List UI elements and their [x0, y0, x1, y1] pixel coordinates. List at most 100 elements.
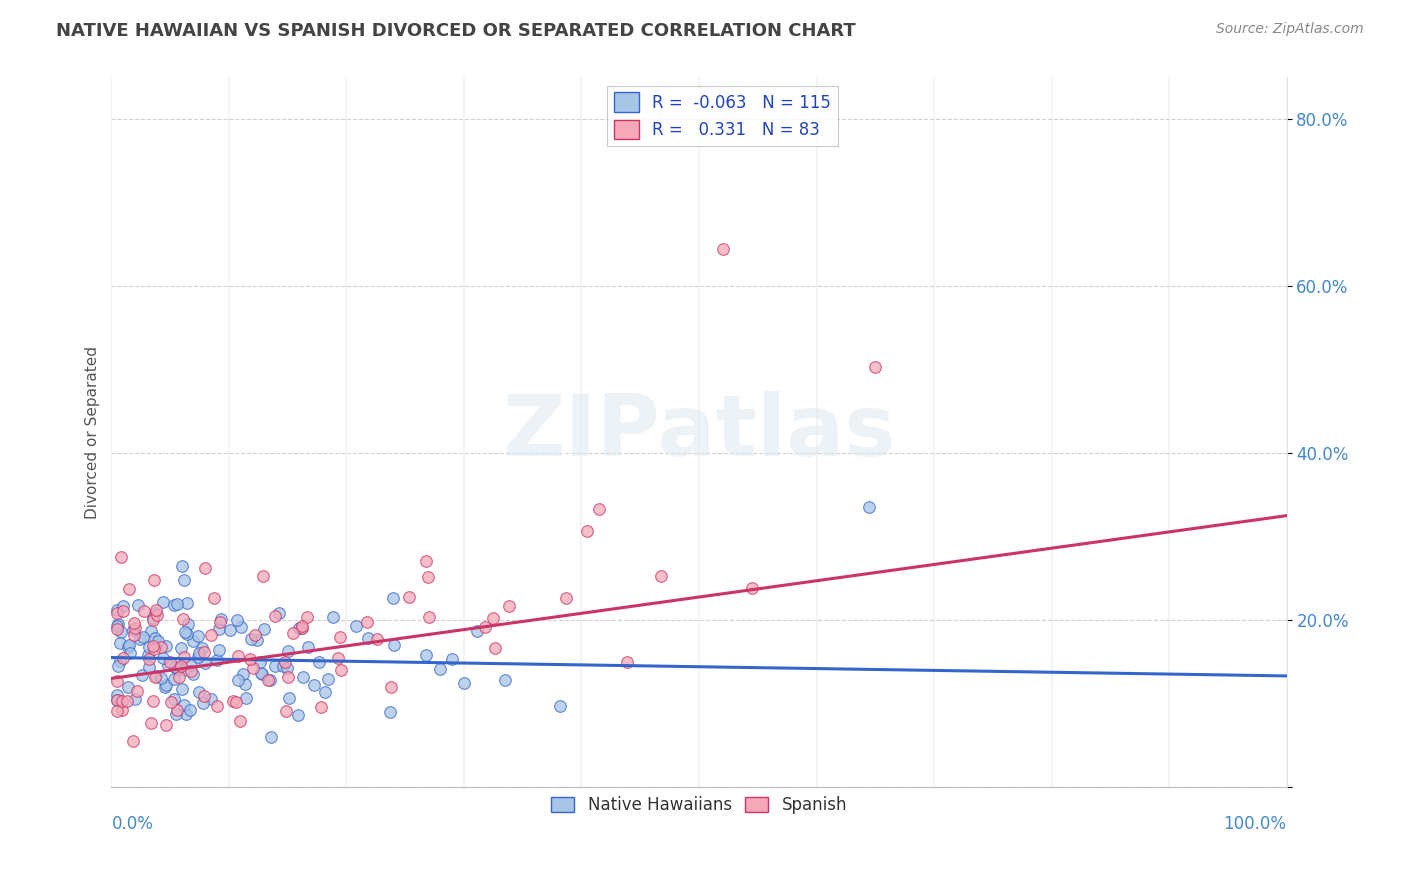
Point [259, 730, 281, 744]
Point [187, 649, 209, 664]
Point [167, 661, 190, 675]
Point [865, 360, 887, 375]
Point [222, 694, 245, 708]
Point [415, 648, 437, 662]
Point [329, 630, 352, 644]
Point [172, 559, 194, 574]
Point [155, 678, 177, 692]
Point [143, 573, 166, 587]
Point [484, 641, 506, 656]
Point [235, 691, 257, 706]
Point [291, 670, 314, 684]
Point [118, 582, 141, 597]
Point [291, 619, 314, 633]
Point [209, 615, 232, 630]
Point [650, 569, 672, 583]
Point [152, 651, 174, 665]
Point [277, 670, 299, 684]
Point [193, 690, 215, 704]
Point [498, 599, 520, 614]
Point [132, 630, 155, 644]
Point [366, 632, 388, 646]
Point [153, 681, 176, 695]
Point [276, 661, 298, 675]
Point [142, 611, 165, 625]
Point [170, 640, 193, 655]
Point [226, 649, 249, 664]
Point [711, 242, 734, 256]
Point [295, 610, 318, 624]
Point [253, 622, 276, 636]
Point [139, 715, 162, 730]
Point [482, 611, 505, 625]
Point [252, 569, 274, 583]
Point [249, 655, 271, 669]
Point [172, 612, 194, 626]
Point [356, 615, 378, 629]
Point [429, 662, 451, 676]
Point [453, 676, 475, 690]
Point [193, 645, 215, 659]
Point [156, 658, 179, 673]
Point [287, 707, 309, 722]
Point [225, 695, 247, 709]
Point [191, 640, 214, 655]
Text: Source: ZipAtlas.com: Source: ZipAtlas.com [1216, 22, 1364, 37]
Point [380, 680, 402, 694]
Point [131, 667, 153, 681]
Point [415, 553, 437, 567]
Point [145, 669, 167, 683]
Point [107, 659, 129, 673]
Point [465, 624, 488, 638]
Point [330, 663, 353, 677]
Point [187, 646, 209, 660]
Point [117, 680, 139, 694]
Point [138, 659, 160, 673]
Point [143, 631, 166, 645]
Point [308, 656, 330, 670]
Point [291, 621, 314, 635]
Point [105, 674, 128, 689]
Point [167, 670, 190, 684]
Point [588, 502, 610, 516]
Point [179, 703, 201, 717]
Point [273, 658, 295, 673]
Point [124, 621, 146, 635]
Point [382, 591, 405, 605]
Point [287, 621, 309, 635]
Point [110, 550, 132, 565]
Point [136, 648, 159, 662]
Point [232, 666, 254, 681]
Point [173, 698, 195, 713]
Point [239, 651, 262, 665]
Point [121, 734, 143, 748]
Point [474, 620, 496, 634]
Point [187, 685, 209, 699]
Point [302, 678, 325, 692]
Point [142, 694, 165, 708]
Point [576, 524, 599, 539]
Point [200, 692, 222, 706]
Point [112, 604, 135, 618]
Point [441, 652, 464, 666]
Point [149, 672, 172, 686]
Point [143, 606, 166, 620]
Point [314, 685, 336, 699]
Point [257, 673, 280, 688]
Point [378, 705, 401, 719]
Point [166, 662, 188, 676]
Point [278, 691, 301, 706]
Point [174, 707, 197, 722]
Point [290, 622, 312, 636]
Legend: Native Hawaiians, Spanish: Native Hawaiians, Spanish [544, 789, 853, 822]
Point [141, 624, 163, 638]
Point [277, 644, 299, 658]
Point [281, 626, 304, 640]
Point [322, 610, 344, 624]
Point [105, 693, 128, 707]
Point [242, 661, 264, 675]
Point [111, 599, 134, 614]
Text: NATIVE HAWAIIAN VS SPANISH DIVORCED OR SEPARATED CORRELATION CHART: NATIVE HAWAIIAN VS SPANISH DIVORCED OR S… [56, 22, 856, 40]
Point [155, 640, 177, 654]
Point [105, 623, 128, 637]
